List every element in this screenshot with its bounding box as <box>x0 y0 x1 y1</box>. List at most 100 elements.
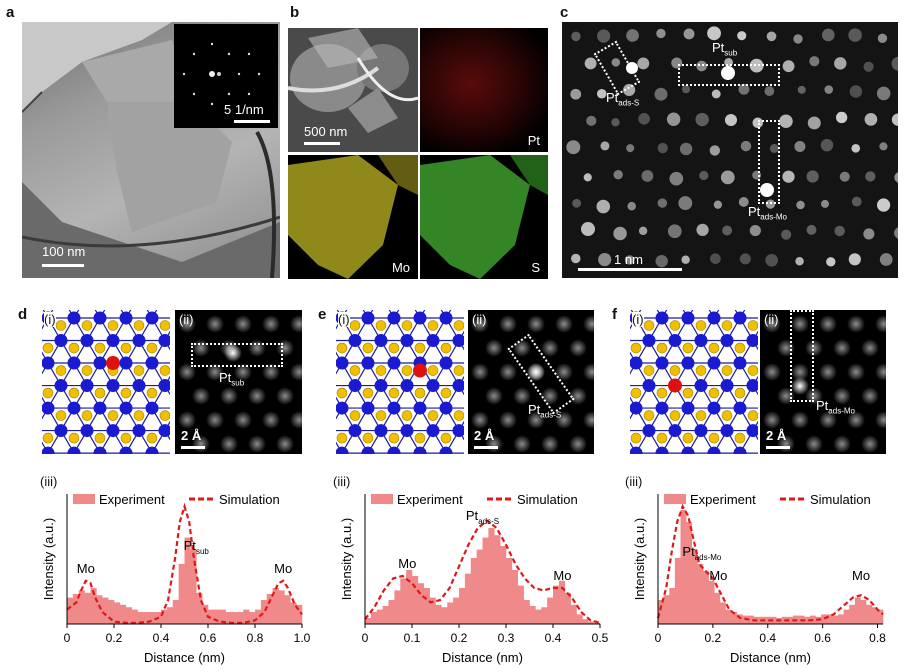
sim-spot <box>541 435 559 453</box>
experiment-bar <box>669 588 676 624</box>
experiment-bar <box>213 609 221 624</box>
s-atom <box>747 320 758 331</box>
x-axis-label: Distance (nm) <box>144 650 225 665</box>
x-tick-label: 0 <box>655 631 662 645</box>
sim-spot <box>763 315 781 333</box>
pt-spot <box>626 62 638 74</box>
s-atom <box>427 365 439 376</box>
sim-spot <box>833 339 851 357</box>
atomic-spot <box>571 31 581 42</box>
d-scale-label: 2 Å <box>181 428 202 443</box>
experiment-bar <box>553 585 560 624</box>
atomic-spot <box>583 173 592 182</box>
mo-atom <box>642 424 656 438</box>
atomic-spot <box>766 31 777 42</box>
e-scale-bar <box>474 446 498 449</box>
experiment-bar <box>594 622 601 624</box>
sim-spot <box>513 387 531 405</box>
s-atom <box>388 432 400 444</box>
atomic-spot <box>641 170 654 182</box>
sim-spot <box>791 315 809 333</box>
atomic-spot <box>720 170 735 185</box>
mo-atom <box>720 424 734 438</box>
atomic-spot <box>681 85 691 94</box>
f-iii-label: (iii) <box>625 474 643 489</box>
s-atom <box>133 365 145 376</box>
mo-atom <box>426 424 440 438</box>
experiment-bar <box>412 576 419 624</box>
mo-atom <box>336 446 349 454</box>
mo-atom <box>361 356 375 370</box>
mo-atom <box>400 424 414 438</box>
f-sim-box <box>790 310 814 402</box>
sim-spot <box>513 339 531 357</box>
experiment-bar <box>208 609 215 624</box>
atomic-spot <box>738 83 750 95</box>
legend-experiment-swatch <box>664 494 686 504</box>
s-atom <box>94 342 106 354</box>
atomic-spot <box>626 29 639 42</box>
atomic-spot <box>654 87 668 101</box>
x-tick-label: 0.6 <box>200 631 217 645</box>
inset-scale-label: 5 1/nm <box>224 102 264 117</box>
atomic-spot <box>679 142 693 156</box>
mo-atom <box>655 311 669 325</box>
panel-letter-c: c <box>560 4 569 21</box>
s-atom <box>349 410 361 421</box>
sim-spot <box>262 363 280 381</box>
mo-atom <box>439 446 453 454</box>
experiment-bar <box>67 597 74 624</box>
experiment-bar <box>860 600 867 624</box>
f-scale-bar <box>766 446 790 449</box>
experiment-bar <box>202 604 209 624</box>
experiment-bar <box>114 602 121 624</box>
experiment-bar <box>365 618 372 624</box>
atomic-spot <box>667 224 682 239</box>
s-atom <box>68 387 80 399</box>
sim-spot <box>178 411 196 429</box>
pt-map-label: Pt <box>527 133 540 148</box>
experiment-bar <box>838 614 844 624</box>
s-atom <box>643 320 655 331</box>
experiment-bar <box>376 609 383 624</box>
atomic-spot <box>848 253 861 266</box>
atomic-spot <box>600 141 610 151</box>
model-e: (i) <box>336 310 464 454</box>
mo-atom <box>630 356 643 370</box>
mo-atom <box>119 356 133 370</box>
s-atom <box>120 342 132 354</box>
atomic-spot <box>839 171 850 182</box>
mo-atom <box>452 424 464 438</box>
mo-atom <box>67 356 81 370</box>
experiment-bar <box>663 595 670 624</box>
atomic-spot <box>740 140 752 152</box>
mo-atom <box>426 379 440 393</box>
atomic-spot <box>739 253 751 265</box>
atomic-spot <box>713 200 723 209</box>
mo-atom <box>42 356 55 370</box>
atomic-spot <box>738 197 749 207</box>
experiment-bar <box>266 594 273 624</box>
sim-spot <box>875 315 886 333</box>
s-atom <box>414 342 426 354</box>
s-atom <box>94 432 106 444</box>
e-i-label: (i) <box>338 312 350 327</box>
mo-atom <box>668 424 682 438</box>
s-atom <box>669 365 681 376</box>
atomic-spot <box>865 171 876 182</box>
sim-spot <box>791 411 809 429</box>
e-ii-label: (ii) <box>472 312 487 327</box>
y-axis-label: Intensity (a.u.) <box>632 518 647 600</box>
atomic-spot <box>613 169 623 180</box>
experiment-bar <box>535 609 542 624</box>
x-tick-label: 0.3 <box>498 631 515 645</box>
x-tick-label: 0.1 <box>404 631 421 645</box>
panel-letter-a: a <box>6 4 15 21</box>
atomic-spot <box>794 140 806 153</box>
experiment-bar <box>423 588 430 624</box>
s-atom <box>734 432 746 444</box>
mo-atom <box>720 334 734 348</box>
sim-spot <box>290 363 302 381</box>
s-atom <box>643 365 655 376</box>
sim-spot <box>178 363 196 381</box>
